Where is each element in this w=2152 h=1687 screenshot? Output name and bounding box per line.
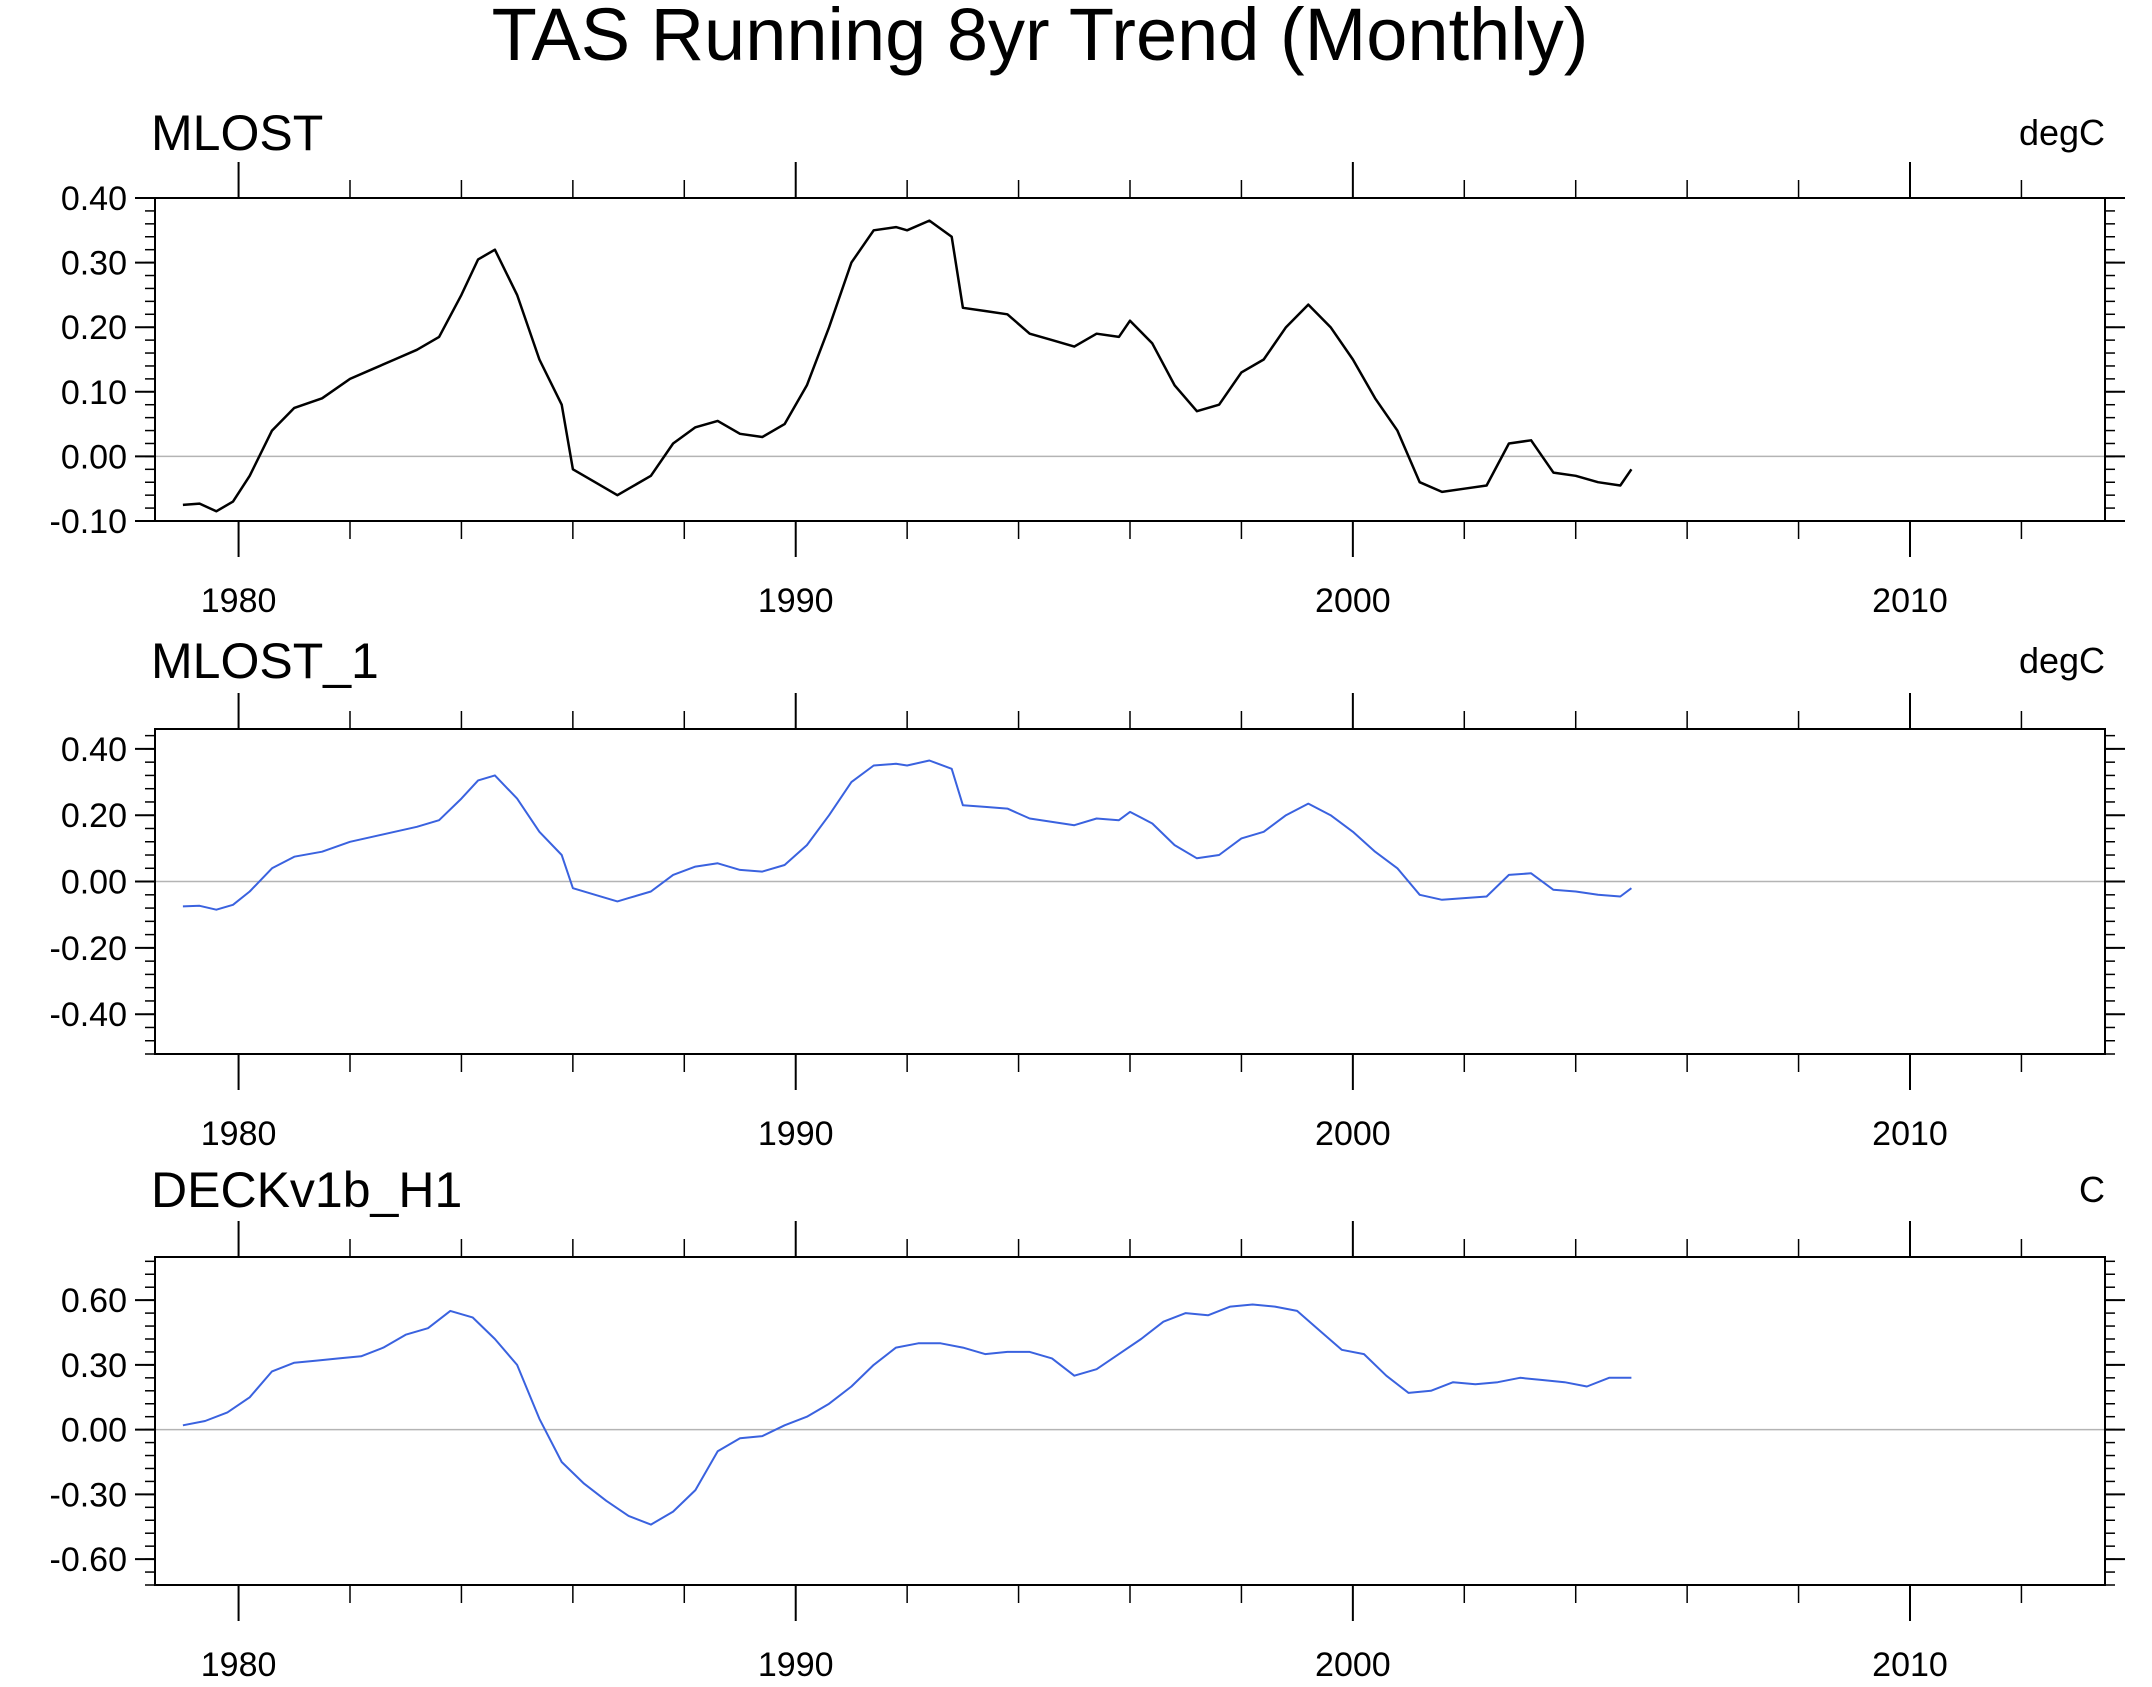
panel-title: MLOST	[151, 105, 323, 161]
y-tick-label: 0.20	[61, 797, 127, 835]
x-tick-label: 1980	[201, 1646, 277, 1684]
x-tick-label: 2000	[1315, 1646, 1391, 1684]
x-tick-label: 1980	[201, 1115, 277, 1153]
y-tick-label: -0.10	[50, 503, 128, 541]
y-tick-label: 0.20	[61, 309, 127, 347]
chart-panel-1: MLOST degC -0.10 0.00 0.10 0.20 0.30 0.40 1980 19…	[50, 105, 2125, 620]
x-tick-label: 2010	[1872, 582, 1948, 620]
y-tick-label: 0.00	[61, 438, 127, 476]
x-tick-label: 1990	[758, 582, 834, 620]
unit-label: C	[2079, 1169, 2105, 1210]
series-line	[182, 1303, 1632, 1526]
plot-frame	[154, 728, 2106, 1055]
x-tick-label: 2000	[1315, 1115, 1391, 1153]
plot-frame	[154, 1256, 2106, 1586]
x-tick-label: 1990	[758, 1115, 834, 1153]
y-tick-label: -0.40	[50, 996, 128, 1034]
x-tick-label: 1990	[758, 1646, 834, 1684]
plot-frame	[154, 197, 2106, 522]
unit-label: degC	[2019, 640, 2105, 681]
unit-label: degC	[2019, 112, 2105, 153]
y-tick-label: -0.60	[50, 1541, 128, 1579]
series-line	[182, 759, 1632, 911]
y-tick-label: 0.00	[61, 1412, 127, 1450]
y-tick-label: 0.00	[61, 864, 127, 902]
x-tick-label: 1980	[201, 582, 277, 620]
y-tick-label: 0.30	[61, 245, 127, 283]
y-tick-label: -0.30	[50, 1476, 128, 1514]
figure-title: TAS Running 8yr Trend (Monthly)	[492, 0, 1589, 76]
series-line	[182, 219, 1633, 513]
chart-panel-2: MLOST_1 degC -0.40 -0.20 0.00 0.20 0.40 1980 199…	[50, 633, 2125, 1153]
y-tick-label: 0.10	[61, 374, 127, 412]
panel-title: DECKv1b_H1	[151, 1162, 462, 1218]
chart-panels: MLOST degC -0.10 0.00 0.10 0.20 0.30 0.40 1980 19…	[50, 105, 2125, 1684]
y-tick-label: 0.40	[61, 180, 127, 218]
panel-title: MLOST_1	[151, 633, 379, 689]
y-tick-label: 0.30	[61, 1347, 127, 1385]
y-tick-label: 0.60	[61, 1282, 127, 1320]
x-tick-label: 2010	[1872, 1646, 1948, 1684]
x-tick-label: 2000	[1315, 582, 1391, 620]
y-tick-label: 0.40	[61, 731, 127, 769]
y-tick-label: -0.20	[50, 930, 128, 968]
x-tick-label: 2010	[1872, 1115, 1948, 1153]
chart-panel-3: DECKv1b_H1 C -0.60 -0.30 0.00 0.30 0.60 1980 199…	[50, 1162, 2125, 1684]
